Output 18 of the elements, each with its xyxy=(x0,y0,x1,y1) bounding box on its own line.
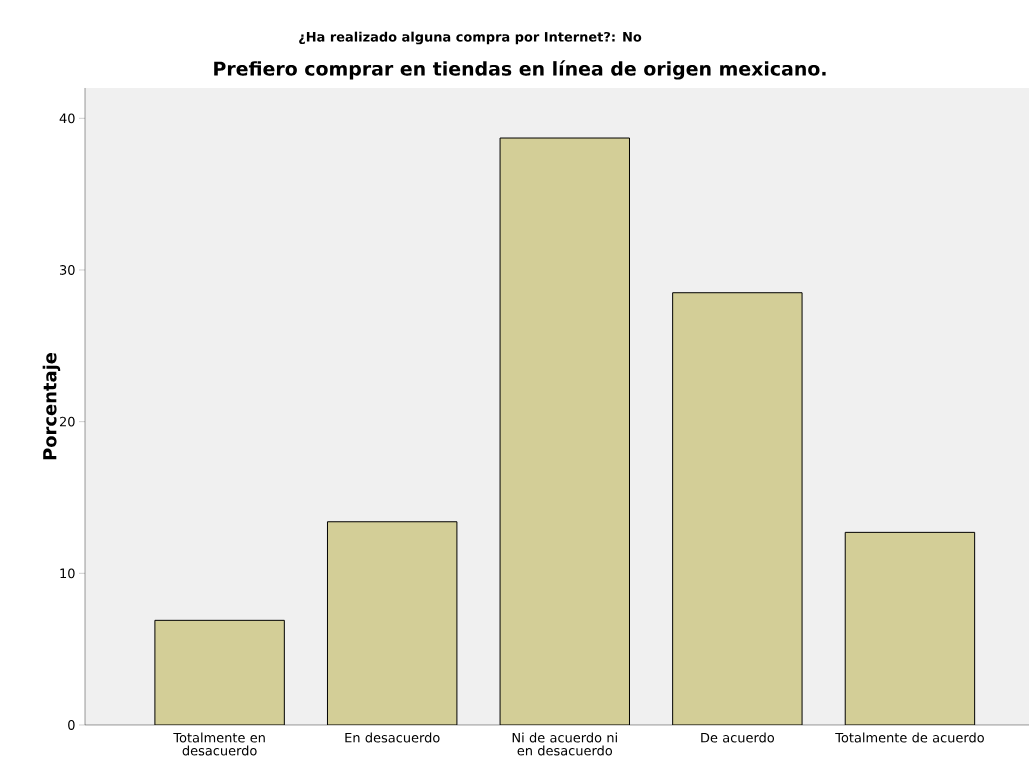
x-tick-label: Totalmente de acuerdo xyxy=(835,732,984,743)
x-tick-label: De acuerdo xyxy=(701,732,775,743)
y-tick-label: 40 xyxy=(59,113,75,124)
y-tick-label: 10 xyxy=(60,568,75,579)
bar xyxy=(844,531,976,725)
y-tick-label: 20 xyxy=(59,416,75,427)
bar xyxy=(154,619,285,725)
bar xyxy=(672,292,803,725)
bar xyxy=(326,521,458,725)
chart-subtitle: ¿Ha realizado alguna compra por Internet?: No xyxy=(299,31,642,45)
bar xyxy=(499,137,630,725)
y-tick-label: 0 xyxy=(68,720,75,730)
chart-title: Prefiero comprar en tiendas en línea de origen mexicano. xyxy=(214,60,826,80)
y-axis-title: Porcentaje xyxy=(42,352,61,460)
x-tick-label: Totalmente en desacuerdo xyxy=(173,732,265,756)
x-tick-label: Ni de acuerdo ni en desacuerdo xyxy=(512,732,617,756)
x-tick-label: En desacuerdo xyxy=(345,732,440,743)
y-tick-label: 30 xyxy=(59,265,75,275)
